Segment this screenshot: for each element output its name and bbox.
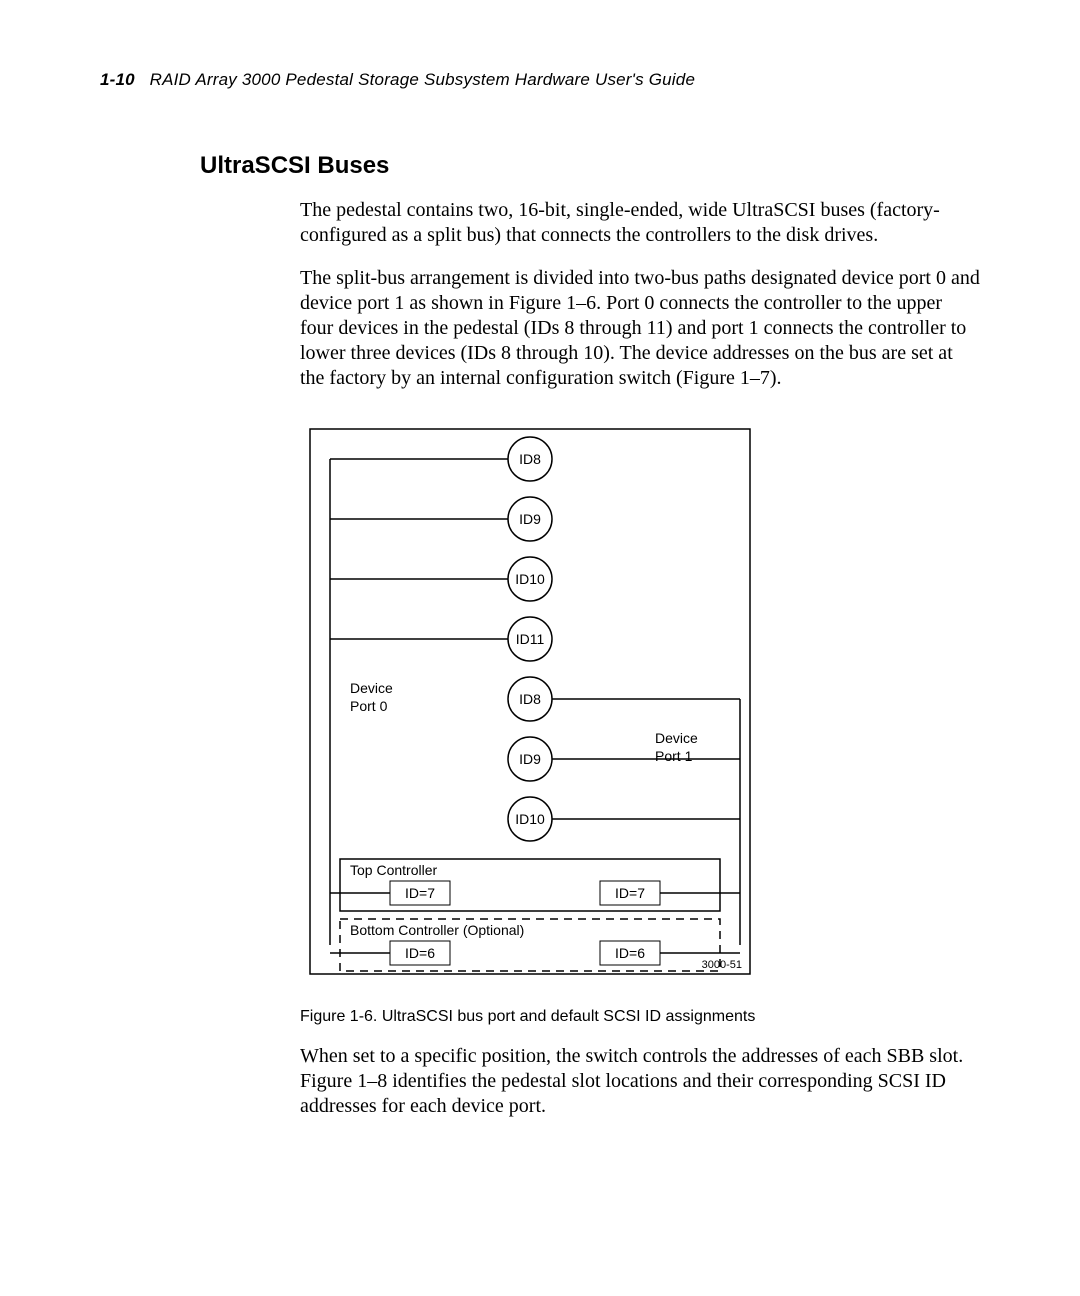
figure-caption: Figure 1-6. UltraSCSI bus port and defau… [300,1008,980,1026]
svg-text:3000-51: 3000-51 [702,959,742,971]
svg-text:ID=6: ID=6 [405,945,435,961]
svg-text:Port 0: Port 0 [350,698,388,714]
svg-text:ID9: ID9 [519,751,541,767]
svg-text:ID10: ID10 [515,571,545,587]
svg-text:ID10: ID10 [515,811,545,827]
paragraph-2: The split-bus arrangement is divided int… [300,266,980,391]
svg-text:Top Controller: Top Controller [350,862,437,878]
svg-text:Bottom Controller (Optional): Bottom Controller (Optional) [350,922,524,938]
svg-text:Port 1: Port 1 [655,748,693,764]
svg-text:Device: Device [350,680,393,696]
svg-text:ID8: ID8 [519,451,541,467]
figure-diagram: ID8 ID9 ID10 ID11 ID8 ID9 ID10 Device Port 0 Devi… [300,419,760,989]
svg-text:ID=7: ID=7 [615,885,645,901]
running-header: 1-10 RAID Array 3000 Pedestal Storage Su… [100,70,980,90]
paragraph-3: When set to a specific position, the swi… [300,1044,980,1119]
svg-text:ID8: ID8 [519,691,541,707]
svg-text:ID11: ID11 [516,631,545,647]
doc-title: RAID Array 3000 Pedestal Storage Subsyst… [150,70,696,89]
svg-text:Device: Device [655,730,698,746]
svg-text:ID=6: ID=6 [615,945,645,961]
svg-text:ID=7: ID=7 [405,885,435,901]
page-number: 1-10 [100,70,135,89]
svg-text:ID9: ID9 [519,511,541,527]
section-heading: UltraSCSI Buses [200,152,980,180]
figure-1-6: ID8 ID9 ID10 ID11 ID8 ID9 ID10 Device Port 0 Devi… [300,419,980,994]
paragraph-1: The pedestal contains two, 16-bit, singl… [300,198,980,248]
